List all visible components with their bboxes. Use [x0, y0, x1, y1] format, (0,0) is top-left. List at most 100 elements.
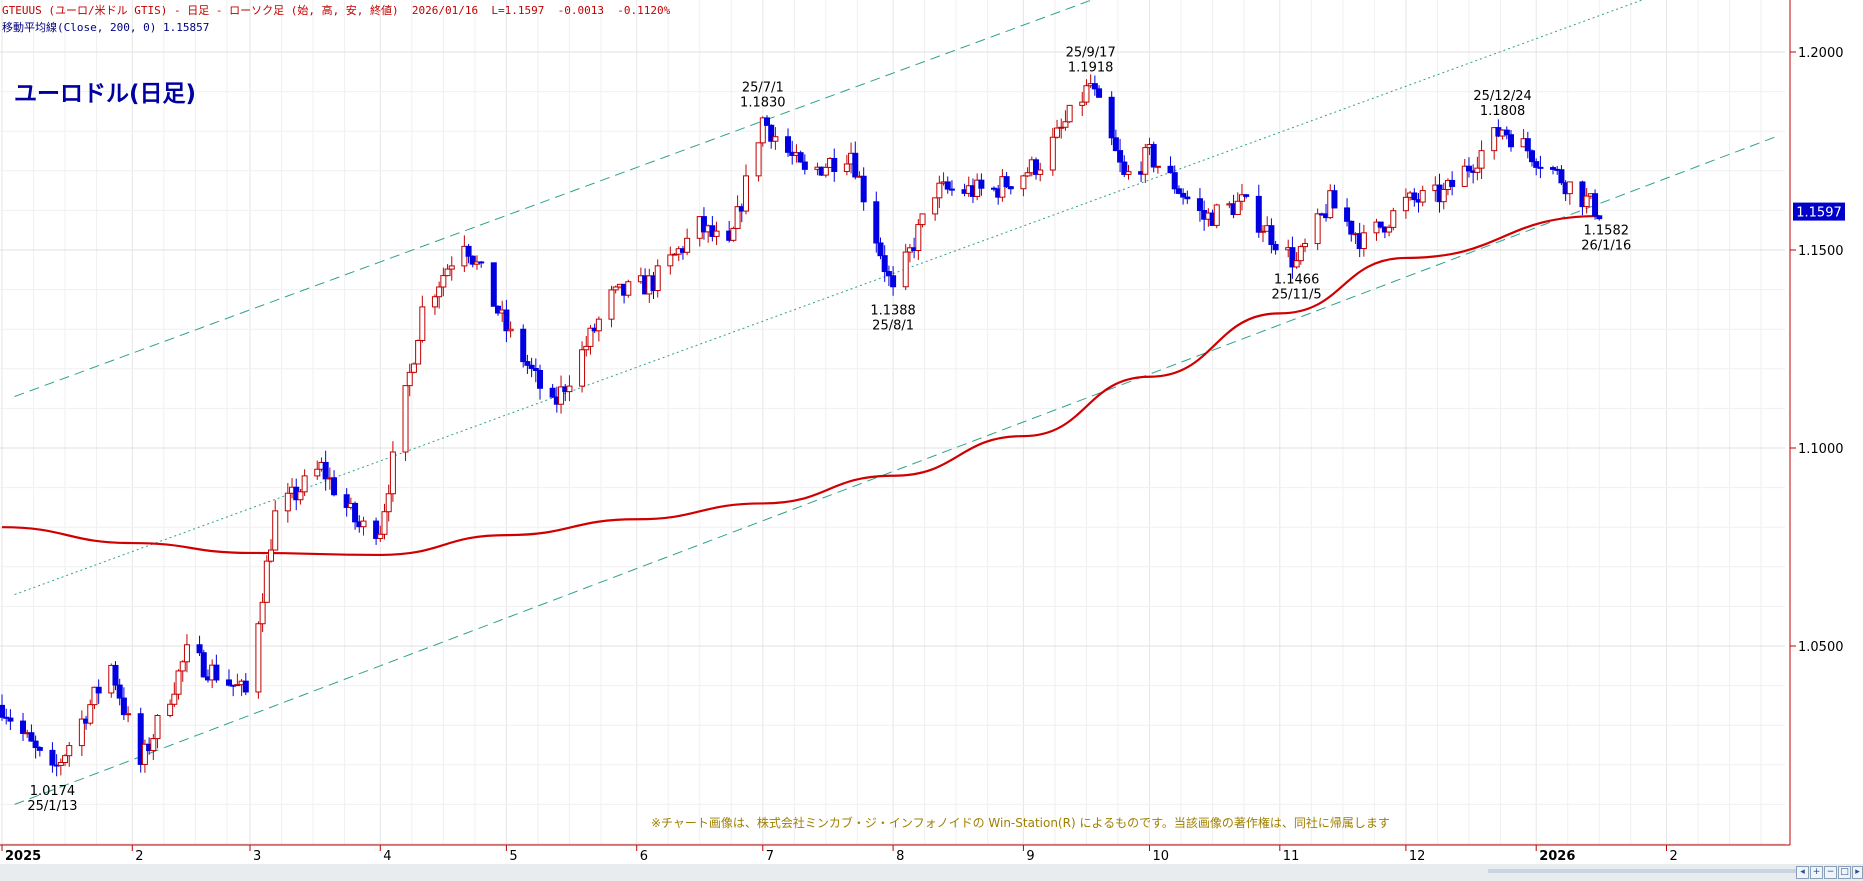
- candle-body: [431, 296, 438, 308]
- candle-body: [1121, 161, 1128, 175]
- candle-body: [1390, 210, 1397, 228]
- zoom-in-icon[interactable]: +: [1810, 866, 1823, 879]
- candle-body: [532, 367, 539, 371]
- ma-200-line: [1, 214, 1600, 557]
- candle-body: [764, 117, 771, 126]
- candle-body: [301, 475, 308, 493]
- candle-body: [948, 188, 955, 191]
- candle-body: [167, 703, 174, 717]
- annotation-label: 25/9/17: [1066, 45, 1116, 60]
- candle-body: [1402, 196, 1409, 212]
- candle-body: [125, 713, 132, 716]
- annotation-label: 1.1830: [740, 95, 786, 110]
- y-tick-label: 1.2000: [1798, 46, 1844, 61]
- candle-body: [797, 152, 804, 163]
- candle-body: [1314, 213, 1321, 245]
- candle-body: [95, 686, 102, 694]
- candle-body: [873, 201, 880, 244]
- candle-body: [1049, 136, 1056, 171]
- candle-body: [755, 142, 762, 177]
- candle-body: [730, 227, 737, 241]
- annotation-label: 25/8/1: [872, 318, 914, 333]
- candle-body: [87, 704, 94, 724]
- channel-line-1: [14, 0, 1094, 397]
- chart-title: ユーロドル(日足): [14, 81, 197, 107]
- candle-body: [1117, 150, 1124, 163]
- candle-body: [1062, 121, 1069, 128]
- candle-body: [520, 328, 527, 363]
- scroll-track[interactable]: [1488, 869, 1798, 873]
- candle-body: [915, 224, 922, 251]
- x-tick-label: 3: [253, 849, 261, 864]
- candle-body: [549, 387, 556, 398]
- candle-body: [1003, 176, 1010, 188]
- candle-body: [772, 136, 779, 142]
- chart-header-info: GTEUUS (ユーロ/米ドル GTIS) - 日足 - ローソク足 (始, 高…: [2, 4, 671, 17]
- candle-body: [1558, 169, 1565, 184]
- candle-body: [1550, 167, 1557, 170]
- zoom-out-icon[interactable]: −: [1824, 866, 1837, 879]
- candle-body: [78, 718, 85, 747]
- candle-body: [465, 245, 472, 257]
- candle-body: [1112, 137, 1119, 152]
- candle-body: [1289, 247, 1296, 268]
- candle-body: [402, 385, 409, 453]
- candle-body: [1491, 127, 1498, 152]
- horizontal-scrollbar[interactable]: [0, 864, 1863, 881]
- candle-body: [66, 745, 73, 757]
- x-tick-label: 9: [1026, 849, 1034, 864]
- scroll-right-icon[interactable]: ▸: [1852, 866, 1863, 879]
- x-tick-label: 10: [1153, 849, 1170, 864]
- scroll-left-icon[interactable]: ◂: [1796, 866, 1809, 879]
- candle-body: [1596, 215, 1603, 220]
- candle-body: [1234, 200, 1241, 216]
- candle-body: [171, 693, 178, 705]
- candle-body: [150, 738, 157, 752]
- candle-body: [242, 680, 249, 693]
- candle-body: [389, 451, 396, 495]
- candle-body: [1272, 243, 1279, 251]
- candle-body: [297, 491, 304, 501]
- candle-body: [1171, 172, 1178, 190]
- x-tick-label: 5: [509, 849, 517, 864]
- candle-body: [1583, 195, 1590, 208]
- candle-body: [1537, 166, 1544, 169]
- candle-body: [49, 749, 56, 766]
- candle-body: [742, 175, 749, 212]
- candle-body: [1058, 126, 1065, 129]
- zoom-reset-icon[interactable]: □: [1838, 866, 1851, 879]
- last-price-tag: [1793, 202, 1845, 221]
- candle-body: [331, 477, 338, 496]
- candle-body: [7, 717, 14, 722]
- annotation-label: 26/1/16: [1581, 239, 1631, 254]
- candle-body: [1096, 88, 1103, 98]
- candle-body: [284, 492, 291, 512]
- candle-body: [1268, 225, 1275, 245]
- candle-body: [1213, 204, 1220, 226]
- candle-body: [1033, 159, 1040, 175]
- candle-body: [1529, 150, 1536, 163]
- candle-body: [213, 664, 220, 681]
- candle-body: [1465, 165, 1472, 172]
- y-tick-label: 1.1500: [1798, 244, 1844, 259]
- candle-body: [801, 161, 808, 170]
- candle-body: [524, 361, 531, 366]
- candle-body: [137, 713, 144, 765]
- candle-body: [528, 364, 535, 369]
- candle-body: [385, 493, 392, 513]
- channel-line-2: [14, 0, 1644, 595]
- x-tick-label: 2: [1670, 849, 1678, 864]
- candle-body: [1007, 186, 1014, 190]
- candle-body: [406, 371, 413, 387]
- candle-body: [112, 664, 119, 686]
- candle-body: [1533, 161, 1540, 168]
- candle-body: [654, 265, 661, 292]
- candle-body: [343, 494, 350, 508]
- candle-body: [608, 289, 615, 320]
- candle-body: [1478, 150, 1485, 169]
- candle-body: [1255, 195, 1262, 233]
- annotation-label: 1.0174: [30, 784, 76, 799]
- candle-body: [583, 345, 590, 351]
- annotation-label: 25/7/1: [742, 80, 784, 95]
